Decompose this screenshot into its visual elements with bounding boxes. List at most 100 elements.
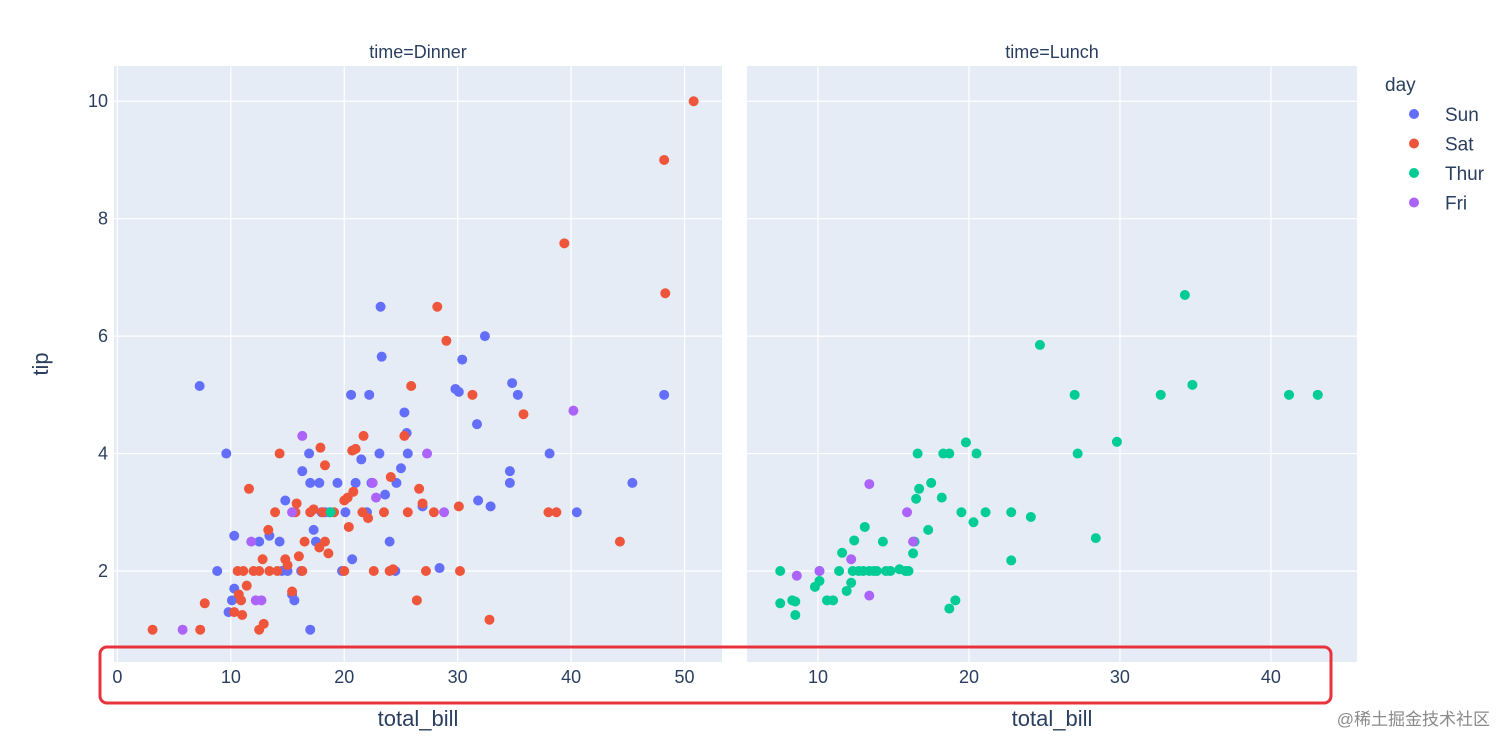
point-sat[interactable] [287,586,298,597]
point-sun[interactable] [374,448,385,459]
point-sat[interactable] [319,460,330,471]
point-sun[interactable] [399,407,410,418]
point-sat[interactable] [402,507,413,518]
point-thur[interactable] [885,565,896,576]
point-thur[interactable] [837,547,848,558]
point-sat[interactable] [236,595,247,606]
point-sat[interactable] [264,565,275,576]
point-thur[interactable] [1284,389,1295,400]
legend-item-sat[interactable]: Sat [1409,135,1474,156]
point-fri[interactable] [256,595,267,606]
point-sat[interactable] [378,507,389,518]
point-sat[interactable] [467,389,478,400]
point-sun[interactable] [471,419,482,430]
point-thur[interactable] [1090,533,1101,544]
point-sat[interactable] [293,551,304,562]
point-sun[interactable] [395,463,406,474]
point-sun[interactable] [504,466,515,477]
point-sun[interactable] [229,530,240,541]
point-thur[interactable] [846,577,857,588]
point-sat[interactable] [385,472,396,483]
point-sun[interactable] [280,495,291,506]
point-sat[interactable] [319,536,330,547]
point-thur[interactable] [790,596,801,607]
legend-item-thur[interactable]: Thur [1409,164,1485,185]
point-sun[interactable] [305,477,316,488]
point-sat[interactable] [195,624,206,635]
point-sun[interactable] [356,454,367,465]
point-sat[interactable] [406,381,417,392]
point-sat[interactable] [297,565,308,576]
point-sat[interactable] [263,524,274,535]
point-thur[interactable] [926,477,937,488]
point-sat[interactable] [432,301,443,312]
point-sat[interactable] [291,498,302,509]
point-thur[interactable] [923,524,934,535]
point-fri[interactable] [902,507,913,518]
point-sat[interactable] [453,501,464,512]
point-sat[interactable] [660,288,671,299]
point-thur[interactable] [775,565,786,576]
point-sat[interactable] [274,448,285,459]
point-sun[interactable] [659,389,670,400]
point-sat[interactable] [257,554,268,565]
point-thur[interactable] [1072,448,1083,459]
point-sun[interactable] [194,381,205,392]
point-thur[interactable] [1069,389,1080,400]
point-sat[interactable] [199,598,210,609]
point-sat[interactable] [399,430,410,441]
point-sun[interactable] [485,501,496,512]
point-sat[interactable] [363,513,374,524]
point-thur[interactable] [903,565,914,576]
point-sat[interactable] [518,409,529,420]
point-sat[interactable] [688,96,699,107]
point-thur[interactable] [971,448,982,459]
point-sat[interactable] [258,618,269,629]
point-sun[interactable] [274,536,285,547]
point-thur[interactable] [912,448,923,459]
point-sun[interactable] [380,489,391,500]
point-thur[interactable] [980,507,991,518]
point-fri[interactable] [568,405,579,416]
point-sat[interactable] [315,442,326,453]
point-fri[interactable] [864,590,875,601]
point-sat[interactable] [147,624,158,635]
point-sun[interactable] [347,554,358,565]
point-thur[interactable] [834,565,845,576]
point-sun[interactable] [332,477,343,488]
point-sat[interactable] [254,565,265,576]
point-thur[interactable] [871,565,882,576]
point-thur[interactable] [1034,339,1045,350]
point-sat[interactable] [417,498,428,509]
point-fri[interactable] [846,554,857,565]
point-sat[interactable] [420,565,431,576]
point-sat[interactable] [368,565,379,576]
point-sun[interactable] [226,595,237,606]
point-thur[interactable] [944,448,955,459]
legend-item-fri[interactable]: Fri [1409,194,1467,215]
point-sat[interactable] [317,507,328,518]
point-sat[interactable] [543,507,554,518]
point-sat[interactable] [411,595,422,606]
point-sat[interactable] [299,536,310,547]
point-sat[interactable] [243,483,254,494]
point-fri[interactable] [908,536,919,547]
point-sat[interactable] [659,154,670,165]
point-sat[interactable] [428,507,439,518]
point-sun[interactable] [305,624,316,635]
point-sat[interactable] [343,521,354,532]
point-sat[interactable] [388,564,399,575]
point-fri[interactable] [371,492,382,503]
point-sun[interactable] [434,563,445,574]
point-sun[interactable] [375,301,386,312]
point-sun[interactable] [350,477,361,488]
point-thur[interactable] [1312,389,1323,400]
point-sun[interactable] [364,389,375,400]
point-thur[interactable] [841,585,852,596]
point-sat[interactable] [238,565,249,576]
point-sat[interactable] [282,560,293,571]
point-thur[interactable] [1187,379,1198,390]
point-thur[interactable] [1155,389,1166,400]
point-sun[interactable] [304,448,315,459]
point-sun[interactable] [221,448,232,459]
